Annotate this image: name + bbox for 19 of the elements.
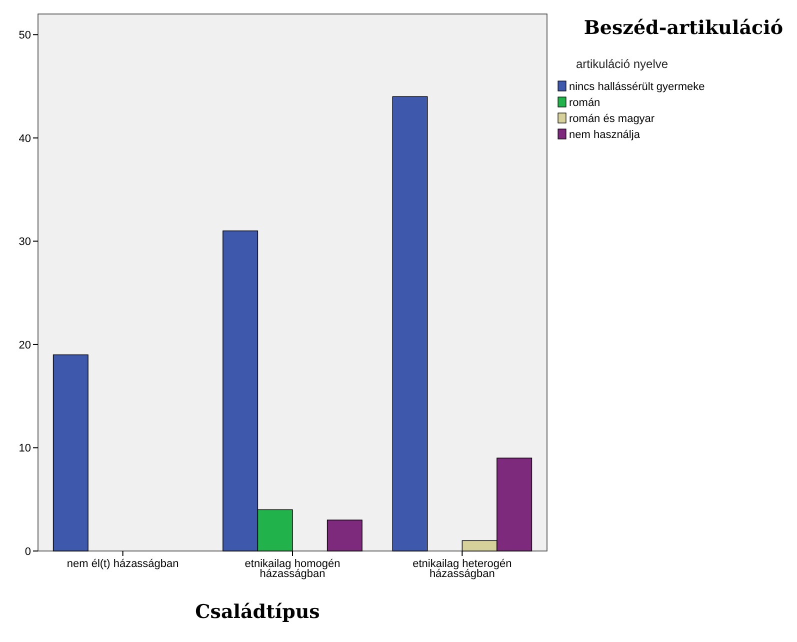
legend-label: román [569, 97, 600, 109]
legend-label: nem használja [569, 129, 641, 141]
x-tick-label: etnikailag heterogén házasságban [412, 558, 512, 580]
y-tick-label: 30 [18, 236, 31, 248]
legend-title: artikuláció nyelve [576, 57, 668, 71]
bar [392, 96, 428, 552]
y-tick-label: 10 [18, 442, 31, 455]
bar [52, 354, 88, 552]
text: Beszéd-artikuláció [584, 17, 783, 39]
y-tick-label: 50 [18, 30, 31, 42]
y-tick-label: 40 [18, 132, 31, 145]
y-tick-label: 20 [18, 339, 31, 352]
y-tick-label: 0 [24, 546, 31, 558]
legend-label: nincs hallássérült gyermeke [569, 81, 705, 93]
bar [326, 520, 362, 552]
legend-label: román és magyar [569, 113, 655, 125]
x-axis-title: Családtípus [195, 601, 320, 623]
x-tick-label: nem él(t) házasságban [66, 558, 179, 570]
x-tick-label: etnikailag homogén házasságban [244, 558, 340, 580]
